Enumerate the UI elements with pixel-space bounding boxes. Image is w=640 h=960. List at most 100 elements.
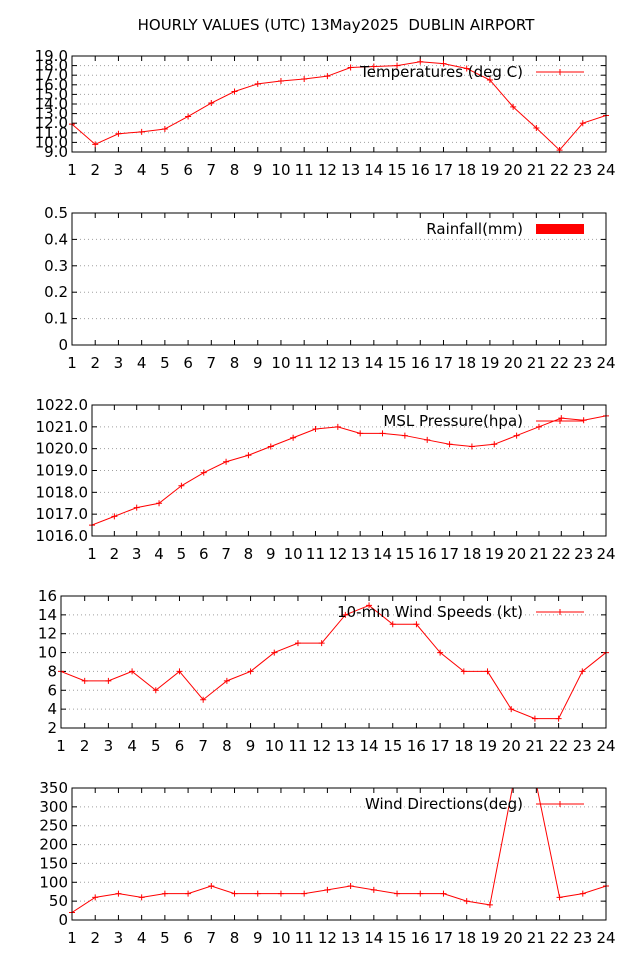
x-tick-label: 4: [154, 545, 164, 563]
y-tick-label: 11.0: [35, 124, 68, 142]
x-tick-label: 23: [574, 545, 593, 563]
data-point: [366, 602, 373, 609]
x-tick-label: 15: [387, 929, 406, 947]
y-tick-label: 16: [38, 587, 57, 605]
legend-marker: [557, 801, 563, 807]
x-tick-label: 2: [90, 929, 100, 947]
x-tick-label: 22: [552, 545, 571, 563]
y-tick-label: 16.0: [35, 76, 68, 94]
y-tick-label: 19.0: [35, 47, 68, 65]
x-tick-label: 17: [431, 737, 450, 755]
legend-label: Wind Directions(deg): [365, 795, 523, 813]
data-point: [334, 423, 341, 430]
y-tick-label: 1021.0: [36, 418, 89, 436]
y-tick-label: 12: [38, 625, 57, 643]
data-point: [580, 417, 587, 424]
legend-label: Temperatures (deg C): [359, 63, 523, 81]
x-tick-label: 11: [295, 929, 314, 947]
data-point: [185, 113, 192, 120]
legend-swatch: [536, 224, 584, 234]
y-tick-label: 8: [47, 662, 57, 680]
data-point: [389, 621, 396, 628]
data-point: [277, 77, 284, 84]
x-tick-label: 15: [387, 354, 406, 372]
x-tick-label: 14: [364, 354, 383, 372]
data-point: [324, 73, 331, 80]
data-point: [558, 415, 565, 422]
data-point: [254, 890, 261, 897]
x-tick-label: 2: [90, 354, 100, 372]
data-point: [161, 125, 168, 132]
x-tick-label: 24: [596, 929, 615, 947]
x-tick-label: 21: [527, 161, 546, 179]
data-point: [379, 430, 386, 437]
y-tick-label: 1019.0: [36, 462, 89, 480]
data-point: [579, 120, 586, 127]
data-point: [301, 890, 308, 897]
x-tick-label: 12: [318, 354, 337, 372]
x-tick-label: 21: [525, 737, 544, 755]
x-tick-label: 11: [295, 354, 314, 372]
y-tick-label: 0.1: [44, 310, 68, 328]
data-point: [231, 890, 238, 897]
data-point: [486, 77, 493, 83]
data-point: [247, 668, 254, 675]
legend-label: Rainfall(mm): [426, 220, 523, 238]
x-tick-label: 24: [596, 354, 615, 372]
plot-frame: [71, 55, 607, 153]
x-tick-label: 21: [529, 545, 548, 563]
x-tick-label: 1: [67, 161, 77, 179]
x-tick-label: 19: [485, 545, 504, 563]
data-point: [468, 443, 475, 450]
x-tick-label: 10: [284, 545, 303, 563]
x-tick-label: 18: [457, 161, 476, 179]
x-tick-label: 24: [596, 737, 615, 755]
x-tick-label: 5: [160, 929, 170, 947]
y-tick-label: 6: [47, 681, 57, 699]
data-point: [555, 715, 562, 722]
data-point: [440, 890, 447, 897]
x-tick-label: 12: [318, 161, 337, 179]
y-tick-label: 4: [47, 700, 57, 718]
y-tick-label: 1018.0: [36, 483, 89, 501]
data-point: [535, 423, 542, 430]
x-tick-label: 6: [175, 737, 185, 755]
data-point: [161, 890, 168, 897]
x-tick-label: 11: [288, 737, 307, 755]
y-tick-label: 18.0: [35, 57, 68, 75]
x-tick-label: 16: [418, 545, 437, 563]
y-tick-label: 1016.0: [36, 527, 89, 545]
data-point: [513, 432, 520, 439]
data-point: [312, 426, 319, 433]
data-point: [254, 80, 261, 87]
x-tick-label: 8: [230, 354, 240, 372]
x-tick-label: 9: [253, 354, 263, 372]
x-tick-label: 15: [383, 737, 402, 755]
x-tick-label: 23: [573, 161, 592, 179]
y-tick-label: 1017.0: [36, 505, 89, 523]
data-point: [463, 898, 470, 905]
x-tick-label: 23: [573, 354, 592, 372]
y-tick-label: 0.4: [44, 230, 68, 248]
x-tick-label: 23: [573, 737, 592, 755]
data-point: [460, 668, 467, 675]
x-tick-label: 19: [480, 929, 499, 947]
plot-frame: [60, 595, 607, 729]
x-tick-label: 1: [87, 545, 97, 563]
x-tick-label: 20: [507, 545, 526, 563]
data-point: [491, 441, 498, 448]
data-point: [200, 696, 207, 703]
data-point: [156, 500, 163, 507]
x-tick-label: 18: [462, 545, 481, 563]
x-tick-label: 23: [573, 929, 592, 947]
data-point: [115, 890, 122, 897]
x-tick-label: 4: [127, 737, 137, 755]
data-point: [440, 60, 447, 67]
data-point: [401, 432, 408, 439]
x-tick-label: 20: [502, 737, 521, 755]
x-tick-label: 13: [341, 929, 360, 947]
plot-frame: [71, 212, 607, 346]
data-point: [105, 677, 112, 684]
data-point: [92, 141, 99, 148]
x-tick-label: 9: [266, 545, 276, 563]
